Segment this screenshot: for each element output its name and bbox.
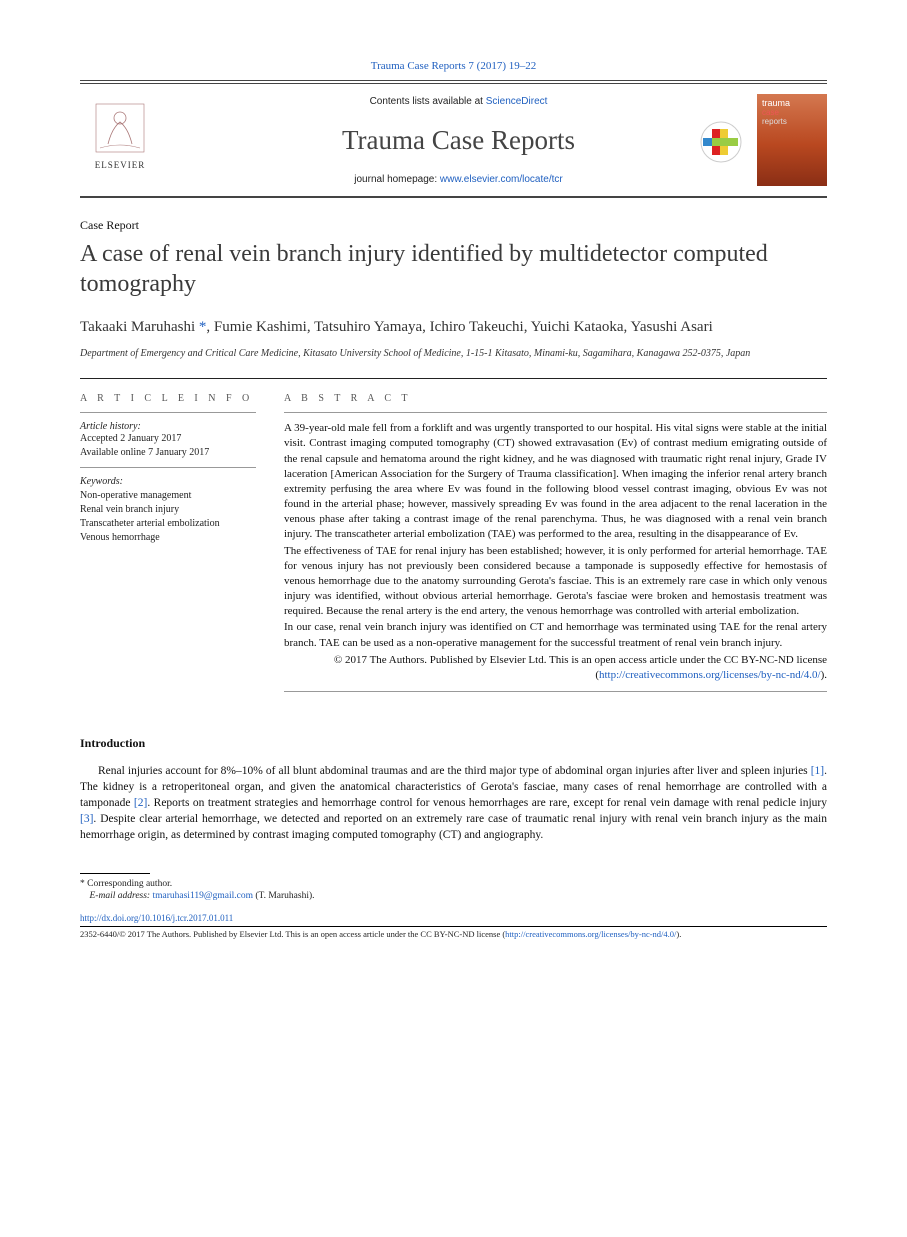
contents-prefix: Contents lists available at (370, 96, 486, 107)
author-segment: , Fumie Kashimi, Tatsuhiro Yamaya, Ichir… (206, 319, 712, 335)
corr-label: Corresponding author. (85, 879, 172, 889)
contents-available: Contents lists available at ScienceDirec… (170, 96, 747, 107)
license-link[interactable]: http://creativecommons.org/licenses/by-n… (505, 929, 676, 939)
publisher-block: ELSEVIER (80, 94, 160, 174)
corr-name: (T. Maruhashi). (253, 891, 315, 901)
divider (80, 80, 827, 81)
cover-word-3: reports (762, 118, 822, 127)
journal-title: Trauma Case Reports (170, 125, 747, 156)
article-title: A case of renal vein branch injury ident… (80, 239, 827, 299)
intro-text: . Despite clear arterial hemorrhage, we … (80, 813, 827, 841)
history-label: Article history: (80, 421, 256, 432)
license-text: 2352-6440/© 2017 The Authors. Published … (80, 929, 505, 939)
history-text: Accepted 2 January 2017 Available online… (80, 432, 256, 459)
divider (284, 691, 827, 692)
authors: Takaaki Maruhashi *, Fumie Kashimi, Tats… (80, 317, 827, 337)
ref-link[interactable]: [3] (80, 813, 93, 825)
license-link[interactable]: http://creativecommons.org/licenses/by-n… (599, 669, 821, 681)
copyright: © 2017 The Authors. Published by Elsevie… (284, 653, 827, 683)
abstract-para: The effectiveness of TAE for renal injur… (284, 544, 827, 620)
keywords-list: Non-operative management Renal vein bran… (80, 489, 256, 545)
divider (80, 873, 150, 874)
introduction-heading: Introduction (80, 736, 827, 751)
intro-text: Renal injuries account for 8%–10% of all… (98, 765, 811, 777)
article-info: A R T I C L E I N F O Article history: A… (80, 393, 256, 699)
author-segment: Takaaki Maruhashi (80, 319, 199, 335)
divider (80, 412, 256, 413)
divider (80, 467, 256, 468)
article-type: Case Report (80, 218, 827, 233)
keywords-label: Keywords: (80, 476, 256, 487)
corresponding-author: * Corresponding author. E-mail address: … (80, 878, 827, 903)
license-suffix: ). (676, 929, 681, 939)
homepage-label: journal homepage: (354, 174, 440, 185)
copyright-suffix: ). (821, 669, 827, 681)
abstract-para: A 39-year-old male fell from a forklift … (284, 421, 827, 542)
sciencedirect-link[interactable]: ScienceDirect (486, 96, 548, 107)
divider (80, 926, 827, 927)
elsevier-logo: ELSEVIER (85, 94, 155, 174)
email-label: E-mail address: (90, 891, 153, 901)
email-link[interactable]: tmaruhasi119@gmail.com (152, 891, 252, 901)
citation-link[interactable]: Trauma Case Reports 7 (2017) 19–22 (371, 60, 537, 72)
intro-text: . Reports on treatment strategies and he… (147, 797, 827, 809)
doi-link[interactable]: http://dx.doi.org/10.1016/j.tcr.2017.01.… (80, 913, 233, 923)
homepage-link[interactable]: www.elsevier.com/locate/tcr (440, 174, 563, 185)
publisher-name: ELSEVIER (95, 160, 146, 170)
journal-cover-thumb: trauma case reports (757, 94, 827, 186)
info-label: A R T I C L E I N F O (80, 393, 256, 404)
license-footer: 2352-6440/© 2017 The Authors. Published … (80, 929, 827, 940)
journal-homepage: journal homepage: www.elsevier.com/locat… (170, 174, 747, 185)
introduction-body: Renal injuries account for 8%–10% of all… (80, 763, 827, 843)
crossmark-icon[interactable] (699, 120, 743, 164)
citation-header: Trauma Case Reports 7 (2017) 19–22 (80, 60, 827, 72)
abstract: A B S T R A C T A 39-year-old male fell … (284, 393, 827, 699)
divider (284, 412, 827, 413)
affiliation: Department of Emergency and Critical Car… (80, 347, 827, 360)
abstract-para: In our case, renal vein branch injury wa… (284, 620, 827, 650)
divider (80, 197, 827, 198)
ref-link[interactable]: [1] (811, 765, 824, 777)
ref-link[interactable]: [2] (134, 797, 147, 809)
abstract-label: A B S T R A C T (284, 393, 827, 404)
doi: http://dx.doi.org/10.1016/j.tcr.2017.01.… (80, 913, 827, 923)
journal-banner: ELSEVIER Contents lists available at Sci… (80, 83, 827, 197)
